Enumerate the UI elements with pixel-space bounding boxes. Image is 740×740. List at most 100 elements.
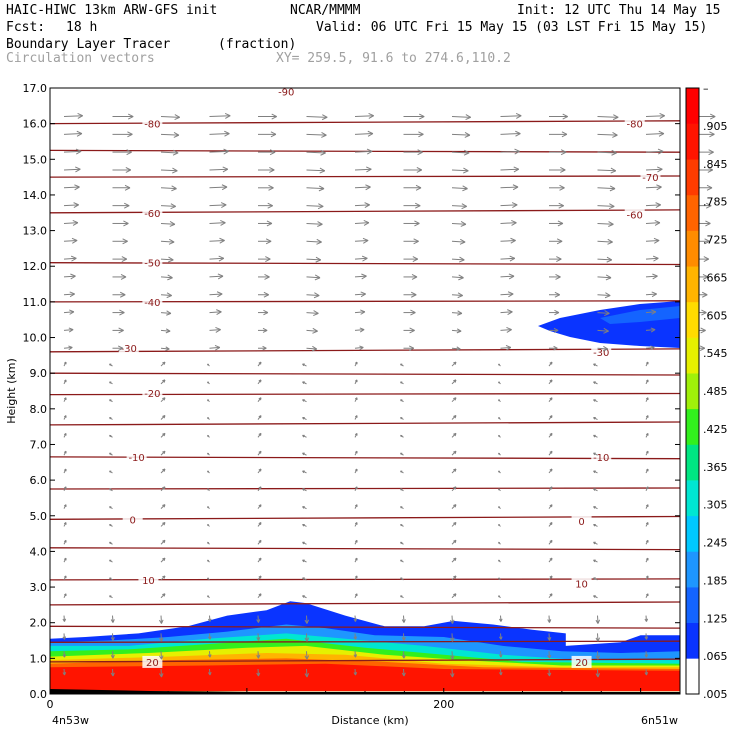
wind-vector [645, 255, 659, 262]
wind-vector [302, 506, 307, 510]
wind-vector [112, 327, 124, 334]
wind-vector [160, 486, 166, 492]
wind-vector [354, 112, 374, 119]
wind-vector [451, 575, 457, 581]
wind-vector [498, 434, 501, 438]
wind-vector [645, 415, 649, 420]
wind-vector [403, 149, 423, 156]
plot-area: -80 -80 -70 -60 -60 -50 -40 -30 -30 -20 -10 -10 0 0 10… [49, 87, 716, 695]
colorbar-frame [685, 87, 700, 695]
wind-vector [400, 434, 404, 438]
wind-vector [258, 184, 274, 191]
wind-vector [547, 669, 552, 677]
colorbar-label: .005 [703, 688, 728, 701]
wind-vector [354, 130, 374, 137]
wind-vector [595, 633, 601, 642]
colorbar-label: – [703, 82, 709, 95]
wind-vector [593, 559, 598, 563]
wind-vector [63, 255, 77, 262]
wind-vector [451, 539, 457, 545]
wind-vector [549, 220, 564, 227]
contour-label: 0 [130, 515, 136, 526]
vector-label: Circulation vectors [6, 51, 155, 66]
wind-vector [500, 273, 515, 280]
wind-vector [498, 417, 501, 420]
wind-vector [644, 615, 649, 622]
wind-vector [645, 593, 649, 598]
wind-vector [160, 114, 180, 121]
wind-vector [306, 327, 318, 334]
wind-vector [160, 521, 166, 527]
wind-vector [160, 131, 180, 138]
wind-vector [645, 202, 661, 209]
wind-vector [451, 328, 462, 334]
wind-vector [597, 114, 619, 121]
wind-vector [597, 256, 613, 263]
wind-vector [109, 399, 113, 403]
wind-vector [63, 557, 67, 563]
wind-vector [63, 130, 83, 137]
colorbar-label: .185 [703, 574, 728, 587]
wind-vector [63, 361, 67, 367]
wind-vector [500, 309, 513, 316]
wind-vector [593, 417, 598, 420]
wind-vector [450, 651, 455, 660]
wind-vector [645, 166, 663, 173]
contour-label-bg [624, 208, 645, 221]
wind-vector [302, 381, 307, 385]
wind-vector [160, 149, 179, 156]
wind-vector [209, 130, 230, 137]
wind-vector [451, 292, 463, 299]
wind-vector [160, 504, 166, 509]
wind-vector [257, 379, 262, 385]
wind-vector [548, 379, 553, 385]
wind-vector [548, 397, 553, 402]
wind-vector [400, 470, 404, 474]
wind-vector [302, 417, 307, 420]
wind-vector [304, 651, 310, 660]
wind-vector [354, 486, 358, 492]
wind-vector [403, 238, 419, 245]
wind-vector [63, 450, 67, 456]
wind-vector [498, 615, 503, 622]
wind-vector [257, 575, 262, 581]
wind-vector [63, 468, 67, 474]
wind-vector [354, 522, 358, 527]
y-tick-label: 5.0 [30, 510, 48, 523]
wind-vector [112, 238, 128, 245]
wind-vector [595, 651, 601, 660]
colorbar-label: .485 [703, 385, 728, 398]
colorbar-label: .065 [703, 650, 728, 663]
wind-vector [354, 166, 372, 173]
wind-vector [354, 539, 358, 545]
wind-vector [645, 148, 664, 155]
colorbar-swatch [686, 301, 699, 338]
contour-label-bg [142, 386, 163, 399]
colorbar-label: .905 [703, 120, 728, 133]
wind-vector [401, 651, 406, 659]
wind-vector [160, 346, 170, 352]
wind-vector [593, 452, 598, 456]
wind-vector [451, 361, 457, 367]
wind-vector [109, 559, 113, 563]
wind-vector [257, 432, 262, 438]
wind-vector [109, 523, 113, 527]
y-tick-label: 16.0 [23, 118, 48, 131]
wind-vector [207, 633, 212, 640]
wind-vector [549, 167, 566, 173]
wind-vector [593, 470, 598, 474]
wind-vector [500, 255, 516, 262]
wind-vector [498, 452, 501, 456]
wind-vector [302, 452, 307, 456]
y-tick-label: 15.0 [23, 153, 48, 166]
contour-label-bg [142, 295, 163, 308]
wind-vector [645, 327, 656, 333]
contour-label-bg [591, 450, 612, 463]
wind-vector [160, 468, 166, 474]
wind-vector [597, 185, 616, 192]
x-tick-label: 0 [47, 698, 54, 711]
wind-vector [207, 470, 210, 474]
colorbar-swatch [686, 266, 699, 303]
wind-vector [597, 132, 618, 138]
wind-vector [549, 113, 568, 120]
